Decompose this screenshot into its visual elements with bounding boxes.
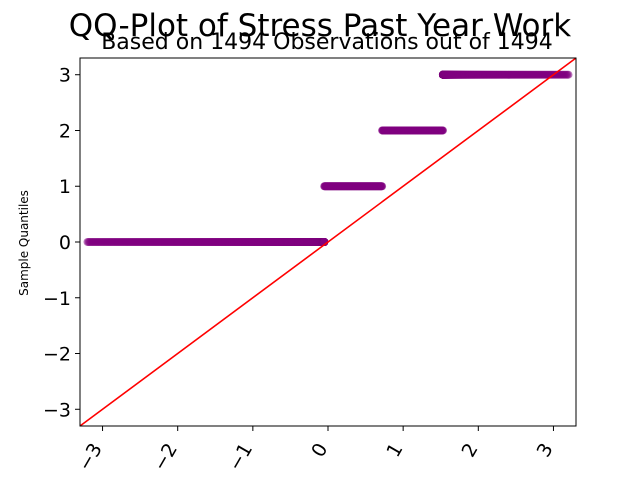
chart-title: QQ-Plot of Stress Past Year Work <box>69 8 571 44</box>
series-y-0 <box>83 238 329 246</box>
x-tick-label: 1 <box>382 440 407 461</box>
series-y-1 <box>320 182 387 191</box>
y-axis-label: Sample Quantiles <box>17 190 31 296</box>
y-tick-label: 0 <box>59 232 71 254</box>
reference-line <box>79 57 577 427</box>
chart-subtitle: Based on 1494 Observations out of 1494 <box>101 30 553 55</box>
data-point <box>438 126 447 135</box>
y-tick-label: −3 <box>43 399 71 421</box>
y-tick-label: 3 <box>59 65 71 87</box>
x-tick-label: 3 <box>533 440 558 461</box>
data-point <box>564 70 573 79</box>
series-y-2 <box>378 126 447 135</box>
data-point <box>378 182 387 191</box>
x-tick-label: −1 <box>224 440 257 475</box>
x-tick-label: 2 <box>458 440 483 461</box>
y-tick-label: −2 <box>43 344 71 366</box>
points-layer <box>83 70 573 246</box>
x-tick-label: −3 <box>74 440 107 475</box>
x-tick-label: −2 <box>149 440 182 475</box>
y-tick-label: −1 <box>43 288 71 310</box>
y-tick-label: 2 <box>59 120 71 142</box>
x-axis: −3 −2 −1 0 1 2 3 <box>74 426 558 475</box>
y-axis: −3 −2 −1 0 1 2 3 <box>43 65 80 421</box>
x-tick-label: 0 <box>307 440 332 461</box>
y-tick-label: 1 <box>59 176 71 198</box>
series-y-3 <box>438 70 573 79</box>
reference-line-layer <box>79 57 577 427</box>
